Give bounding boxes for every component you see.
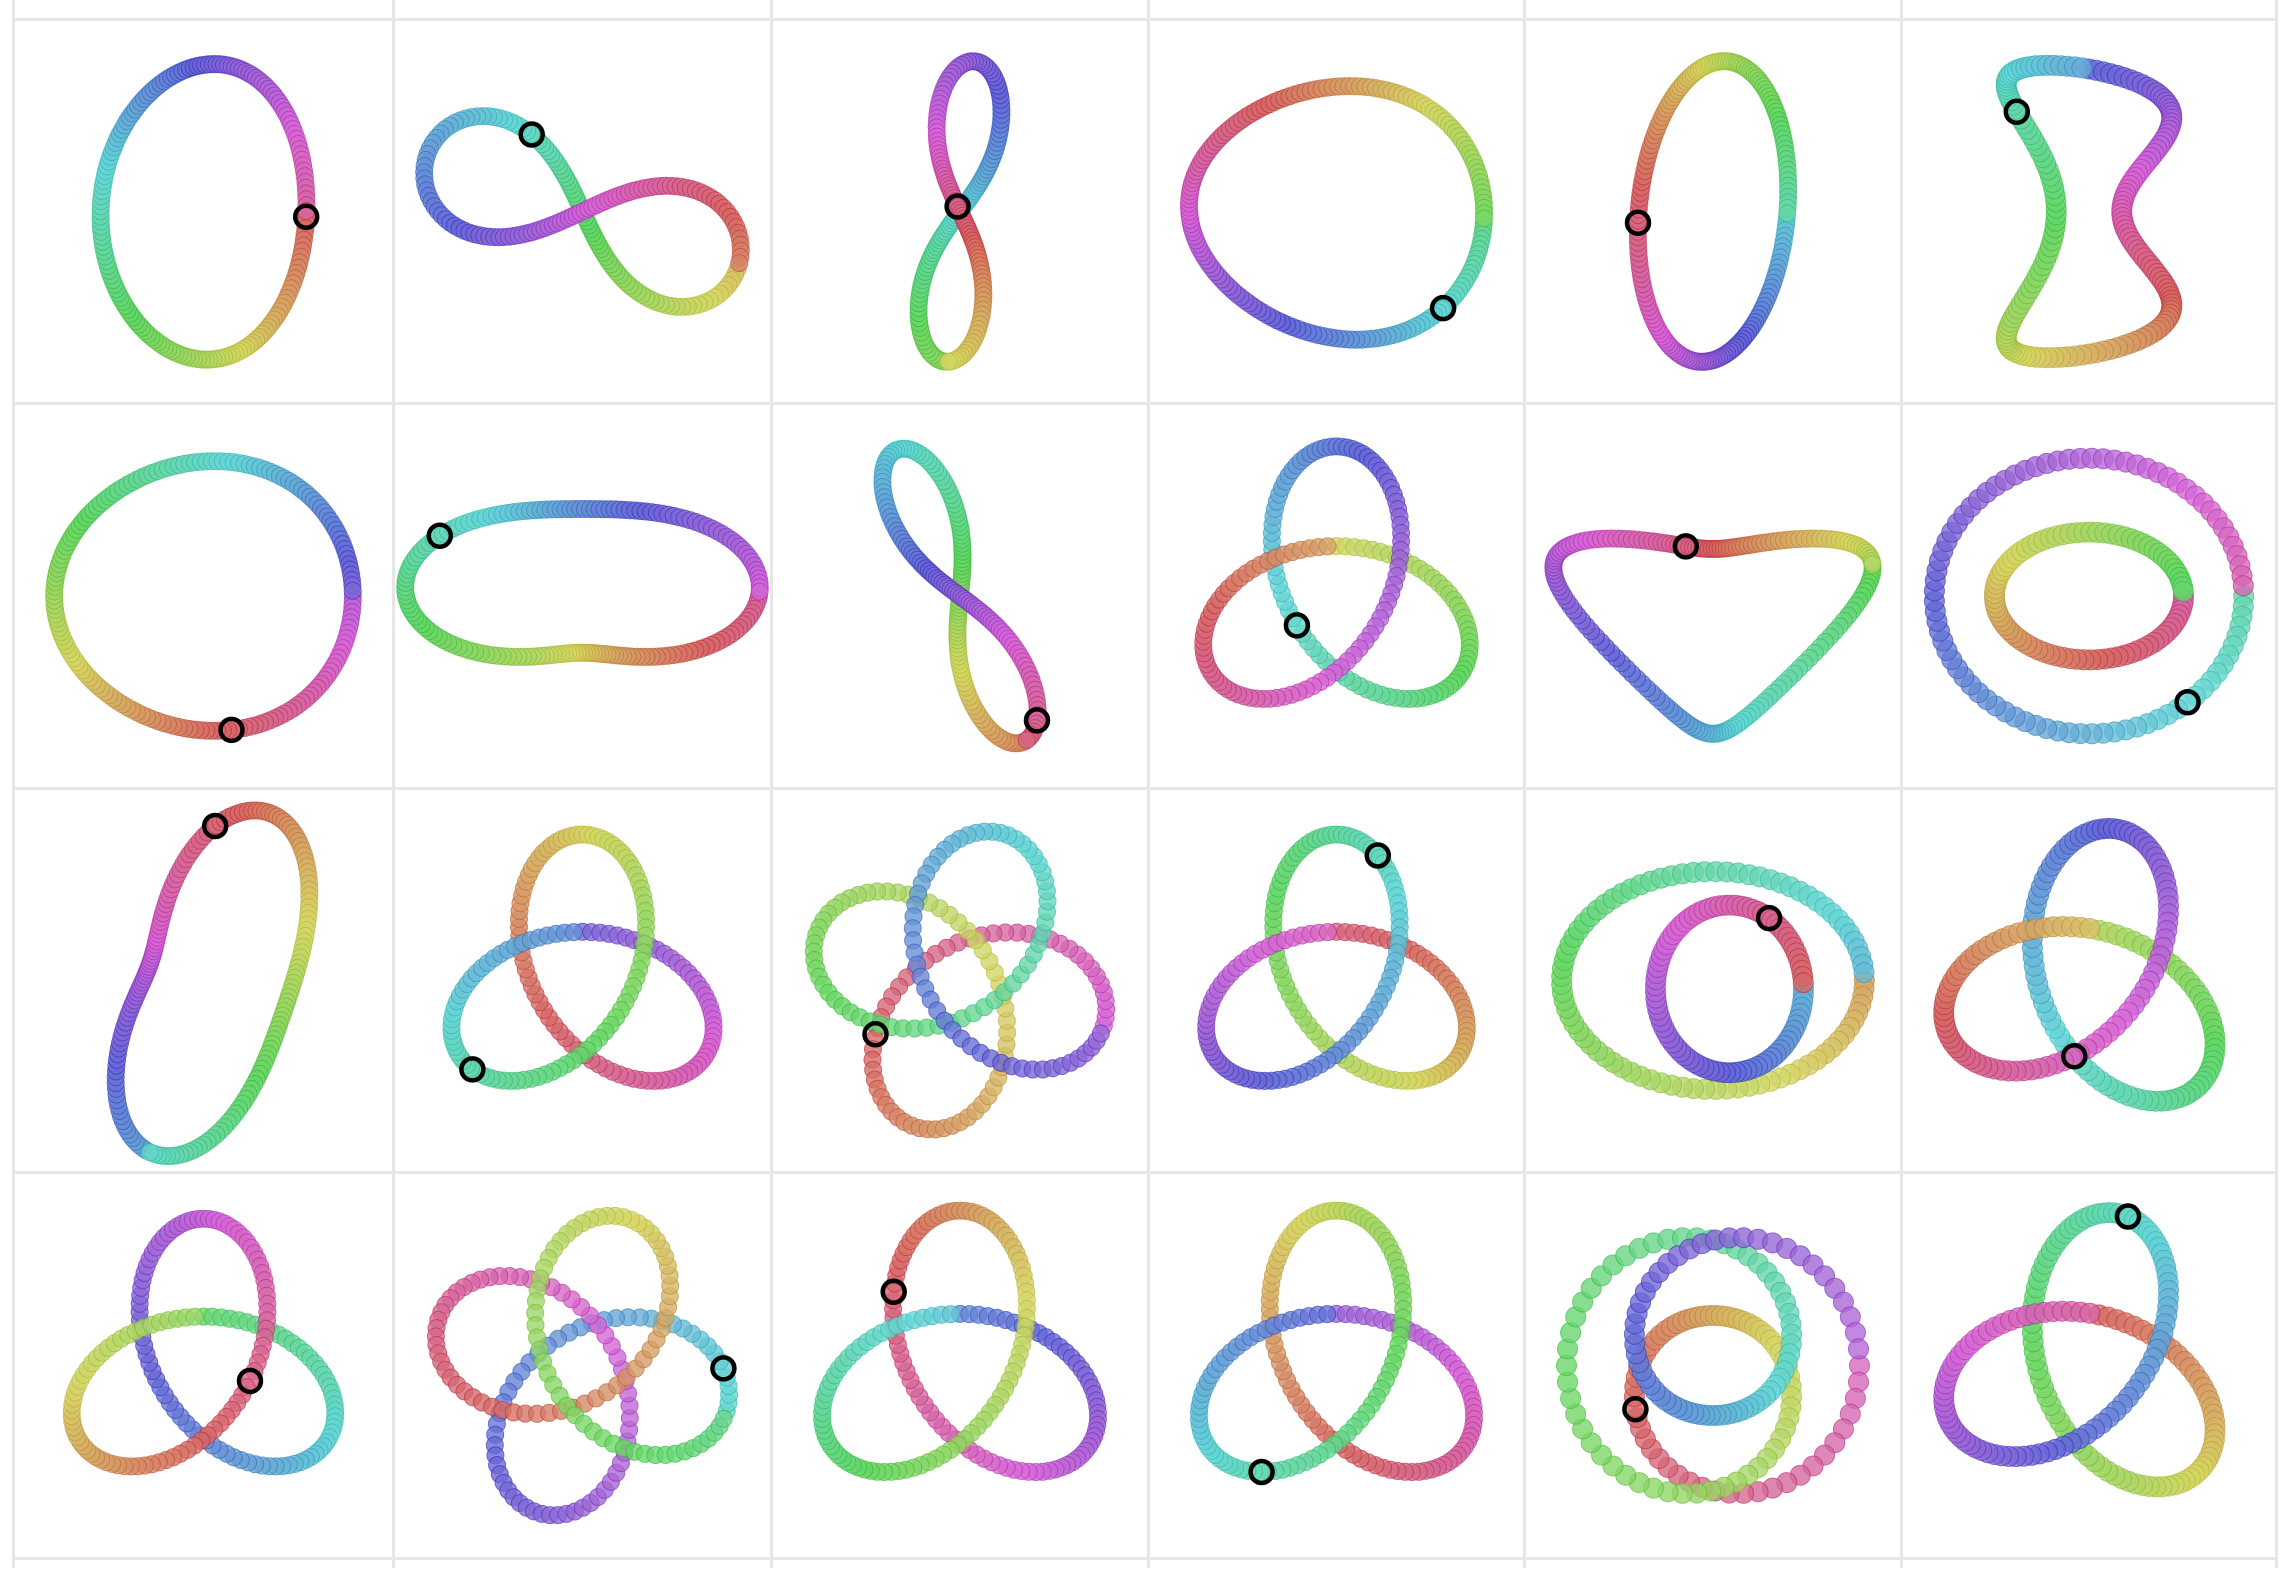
curve-point [186,1308,203,1325]
knot-thumbnail[interactable] [395,21,770,402]
knot-plot [1150,1174,1523,1557]
curve-point [2080,1303,2100,1323]
curve-point [1849,1339,1869,1359]
knot-thumbnail[interactable] [1903,405,2275,787]
curve-point [1319,924,1336,941]
knot-thumbnail[interactable] [1526,1174,1900,1557]
curve-point [731,255,748,272]
knot-thumbnail[interactable] [1150,21,1523,402]
curve-point [344,582,361,599]
knot-thumbnail[interactable] [1903,21,2275,402]
knot-thumbnail[interactable] [1150,405,1523,787]
knot-thumbnail[interactable] [15,405,392,787]
knot-plot [15,21,392,402]
grid-divider [12,1557,2275,1560]
curve-point [1779,205,1796,222]
curve-point [715,1410,732,1427]
knot-plot [1526,790,1900,1171]
curve-point [1793,973,1813,993]
curve-point [2080,919,2100,939]
knot-plot [395,790,770,1171]
curve-point [1854,963,1874,983]
knot-plot [773,1174,1147,1557]
knot-plot [1903,405,2275,787]
knot-plot [1150,790,1523,1171]
curve-point [1319,538,1336,555]
knot-plot [773,21,1147,402]
curve-point [1864,556,1881,573]
knot-plot [395,1174,770,1557]
knot-plot [1903,21,2275,402]
knot-thumbnail[interactable] [395,405,770,787]
knot-thumbnail[interactable] [1526,21,1900,402]
knot-plot [1526,405,1900,787]
knot-plot [773,790,1147,1171]
knot-thumbnail[interactable] [395,790,770,1171]
knot-thumbnail[interactable] [395,1174,770,1557]
knot-thumbnail[interactable] [15,1174,392,1557]
knot-thumbnail[interactable] [1903,790,2275,1171]
curve-point [1476,210,1493,227]
curve-point [1018,732,1035,749]
knot-thumbnail[interactable] [15,790,392,1171]
curve-point [565,924,582,941]
knot-plot [1903,790,2275,1171]
curve-point [1092,1025,1109,1042]
knot-thumbnail[interactable] [773,405,1147,787]
knot-plot [773,405,1147,787]
knot-thumbnail[interactable] [773,790,1147,1171]
knot-thumbnail[interactable] [15,21,392,402]
knot-plot [1526,1174,1900,1557]
knot-plot [395,405,770,787]
knot-thumbnail[interactable] [1526,790,1900,1171]
knot-thumbnail[interactable] [1903,1174,2275,1557]
knot-plot [15,405,392,787]
curve-point [2072,58,2092,78]
knot-plot [1150,21,1523,402]
curve-point [940,353,957,370]
curve-point [751,583,768,600]
grid-divider [2275,0,2278,1568]
curve-point [2233,576,2253,596]
knot-plot [395,21,770,402]
knot-thumbnail[interactable] [773,21,1147,402]
knot-plot [1526,21,1900,402]
knot-thumbnail[interactable] [1150,790,1523,1171]
knot-plot [15,1174,392,1557]
knot-thumbnail[interactable] [773,1174,1147,1557]
knot-plot [1150,405,1523,787]
knot-thumbnail[interactable] [1526,405,1900,787]
curve-point [2173,581,2193,601]
curve-point [942,1306,959,1323]
knot-thumbnail[interactable] [1150,1174,1523,1557]
curve-point [1319,1306,1336,1323]
curve-point [142,1144,159,1161]
knot-plot [15,790,392,1171]
knot-plot [1903,1174,2275,1557]
